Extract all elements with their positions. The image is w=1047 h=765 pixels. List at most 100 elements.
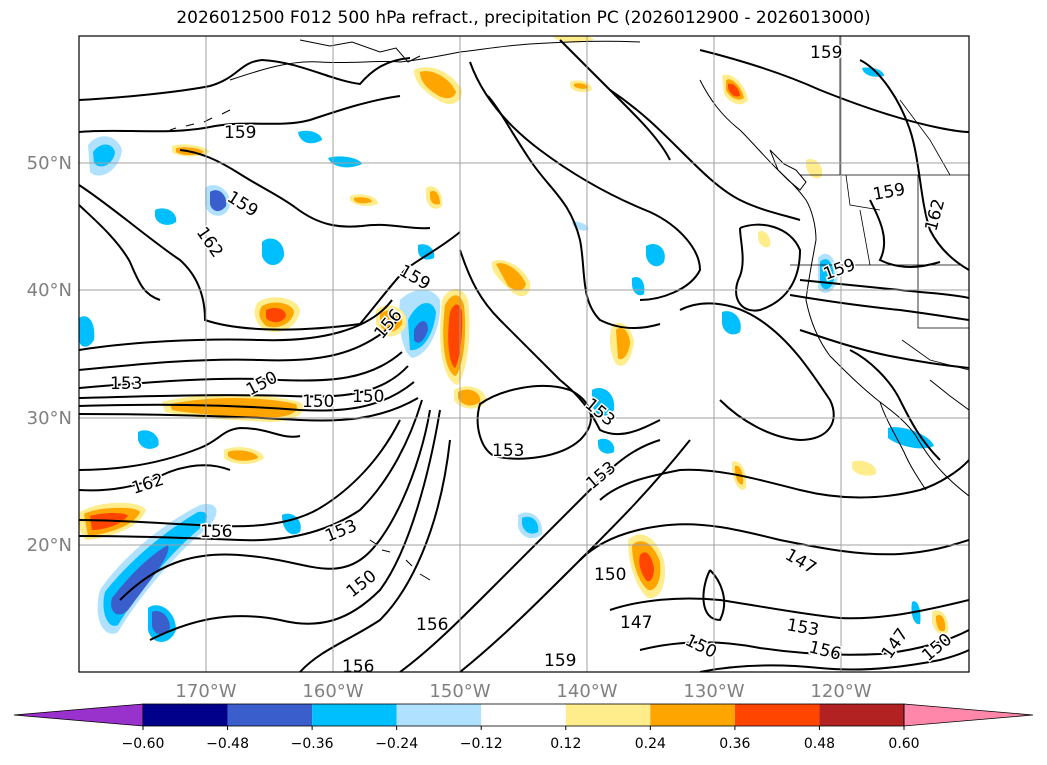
- contour-label: 159: [810, 43, 842, 63]
- figure-title: 2026012500 F012 500 hPa refract., precip…: [176, 8, 871, 28]
- contour-line: [609, 89, 801, 221]
- colorbar-tick-label: −0.36: [291, 736, 334, 752]
- contour-line: [869, 199, 941, 268]
- shade-blob: [228, 450, 258, 461]
- contour-line: [849, 349, 941, 461]
- lon-label-140w: 140°W: [556, 681, 617, 702]
- contour-line: [859, 59, 969, 271]
- contour-label: 153: [110, 374, 142, 394]
- coastline-mexico: [929, 379, 969, 411]
- contour-line: [699, 649, 969, 672]
- shade-blob: [552, 36, 594, 43]
- shade-blob: [616, 327, 630, 360]
- shade-blob: [646, 243, 665, 267]
- colorbar-segment: [734, 704, 820, 726]
- lat-label-20n: 20°N: [27, 535, 72, 556]
- aleutian-islands: [169, 109, 231, 131]
- shade-blob: [722, 311, 741, 335]
- colorbar-frame: [142, 703, 905, 727]
- contour-line: [299, 439, 451, 672]
- shade-blob: [758, 230, 771, 248]
- shade-blob: [911, 601, 921, 625]
- colorbar-segment: [312, 704, 397, 726]
- shade-blob: [298, 130, 322, 144]
- contour-line: [599, 459, 969, 501]
- contour-line: [119, 409, 431, 601]
- colorbar-tick-label: 0.36: [719, 736, 750, 752]
- shade-blob: [152, 610, 170, 635]
- shade-blob: [806, 158, 823, 179]
- lon-label-170w: 170°W: [175, 681, 236, 702]
- colorbar-tick-label: −0.48: [206, 736, 249, 752]
- hawaii-islands: [369, 539, 431, 581]
- contour-line: [579, 523, 969, 561]
- shade-blob: [354, 197, 372, 204]
- coastlines: [169, 39, 969, 581]
- shade-blob: [155, 208, 177, 225]
- colorbar-segment: [227, 704, 313, 726]
- contour-line: [79, 204, 161, 301]
- contour-label: 147: [620, 613, 652, 633]
- shade-blob: [420, 71, 456, 99]
- contour-line: [476, 384, 592, 460]
- colorbar-tick-label: −0.24: [375, 736, 418, 752]
- contour-line: [639, 629, 969, 656]
- shade-blob: [414, 321, 428, 343]
- contour-line: [149, 409, 441, 641]
- shade-blob: [210, 190, 227, 212]
- contour-line: [399, 439, 661, 672]
- contour-label: 156: [342, 657, 374, 677]
- contour-line: [79, 299, 393, 351]
- shade-blob: [93, 144, 115, 167]
- colorbar-segment: [819, 704, 904, 726]
- shade-blob: [328, 156, 362, 168]
- colorbar-tick-label: 0.60: [888, 736, 919, 752]
- shade-blob: [458, 389, 481, 406]
- colorbar-extend-max: [903, 703, 1034, 727]
- coastline-us-west: [805, 239, 917, 437]
- lat-lon-grid: [79, 36, 969, 672]
- coastline-canada: [699, 79, 817, 241]
- shade-blob: [111, 545, 169, 615]
- positive-precip-shading: [79, 36, 949, 635]
- lon-label-120w: 120°W: [810, 681, 871, 702]
- contour-line: [487, 95, 661, 330]
- contour-line: [459, 249, 661, 436]
- shade-blob: [448, 304, 463, 368]
- colorbar-extend-min: [13, 703, 144, 727]
- contour-line: [799, 329, 969, 369]
- colorbar-tick-label: 0.48: [804, 736, 835, 752]
- latitude-labels: 50°N 40°N 30°N 20°N: [27, 153, 72, 556]
- contour-line: [79, 419, 401, 528]
- refractivity-contours: [79, 39, 969, 672]
- contour-line: [559, 39, 671, 161]
- shade-blob: [79, 316, 95, 347]
- contour-line: [79, 381, 415, 412]
- contour-line: [79, 426, 301, 471]
- shade-blob: [170, 398, 297, 418]
- coastline-alaska-inlets: [299, 39, 421, 63]
- shade-blob: [936, 614, 946, 632]
- shade-blob: [430, 190, 440, 205]
- shade-blob: [592, 388, 615, 416]
- lon-label-130w: 130°W: [683, 681, 744, 702]
- contour-label: 150: [352, 387, 384, 407]
- colorbar-tick-label: 0.24: [635, 736, 666, 752]
- map-area: 159 159 159 162 159 156 153 150 150 150 …: [79, 36, 969, 677]
- colorbar: −0.60 −0.48 −0.36 −0.24 −0.12 0.12 0.24 0.36 0.4…: [13, 703, 1034, 752]
- shade-blob: [632, 276, 645, 296]
- contour-label: 159: [224, 123, 256, 143]
- coastline-vancouver: [769, 149, 807, 191]
- shade-blob: [266, 308, 286, 323]
- lat-label-40n: 40°N: [27, 280, 72, 301]
- lon-label-150w: 150°W: [429, 681, 490, 702]
- contour-line: [79, 397, 419, 422]
- colorbar-tick-label: −0.12: [460, 736, 503, 752]
- colorbar-segment: [565, 704, 651, 726]
- lat-label-30n: 30°N: [27, 408, 72, 429]
- contour-line: [79, 319, 399, 371]
- contour-line: [79, 399, 423, 542]
- contour-line: [79, 351, 403, 389]
- shade-blob: [418, 244, 435, 260]
- shade-blob: [728, 83, 740, 97]
